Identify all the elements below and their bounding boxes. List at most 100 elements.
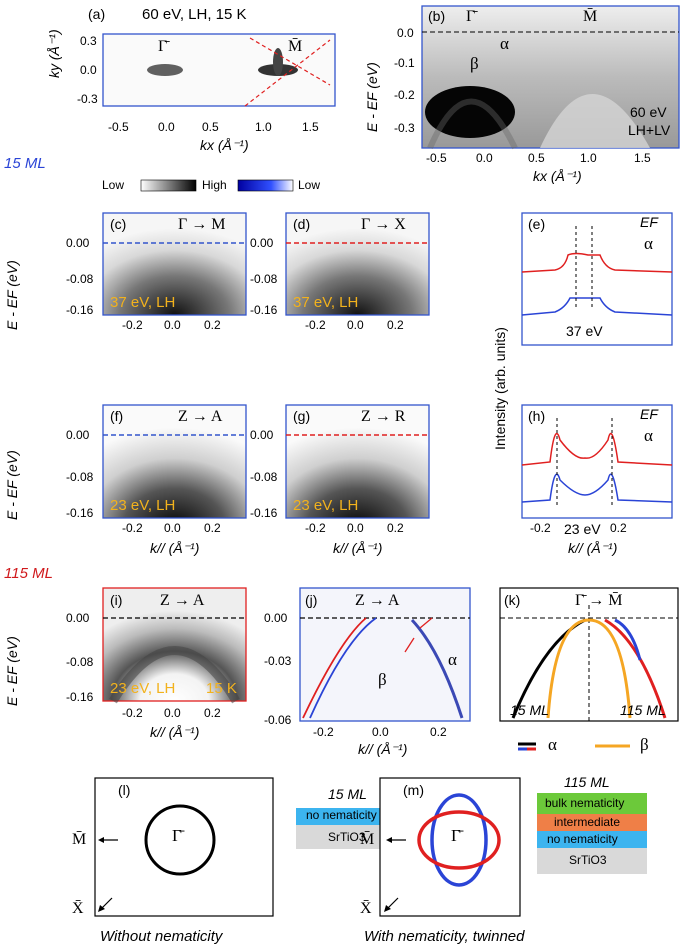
panel-l-layer-1: no nematicity (306, 808, 377, 822)
i-xtick-1: -0.2 (122, 706, 143, 720)
panel-a-dash-2 (249, 37, 331, 86)
panel-a-ytick-1: 0.3 (80, 34, 97, 48)
panel-b-ytick-4: -0.3 (394, 121, 415, 135)
f-xlabel: k// (Å⁻¹) (150, 540, 200, 556)
panel-e-alpha: α (644, 234, 653, 253)
panel-b-beta-band (427, 98, 518, 150)
panel-a-title: 60 eV, LH, 15 K (142, 6, 247, 23)
i-ytick-3: -0.16 (66, 690, 94, 704)
panel-b-alpha-label: α (500, 34, 509, 53)
panel-j-alpha-band (410, 618, 464, 719)
panel-d-info: 37 eV, LH (293, 294, 359, 311)
panel-l-arrowhead-x (98, 905, 105, 912)
panel-m-layer-no-nematicity (537, 831, 647, 848)
panel-f-path: Z → A (178, 408, 223, 425)
panel-m-layer-intermediate (537, 814, 647, 831)
panel-b-letter: (b) (428, 8, 446, 24)
legend-alpha-label: α (548, 735, 557, 754)
panel-m-layer-1: bulk nematicity (545, 796, 625, 810)
panel-f-info: 23 eV, LH (110, 497, 176, 514)
panel-a-ytick-2: 0.0 (80, 63, 97, 77)
d-ytick-1: 0.00 (250, 236, 274, 250)
panel-b-beta-pocket (425, 86, 515, 138)
panel-a-xtick-5: 1.5 (302, 120, 319, 134)
panel-l-letter: (l) (118, 782, 131, 798)
panel-h-letter: (h) (528, 408, 546, 424)
panel-j-letter: (j) (305, 592, 318, 608)
panel-a-xtick-2: 0.0 (158, 120, 175, 134)
panel-j-arrow-2 (404, 637, 415, 653)
g-ytick-2: -0.08 (250, 470, 278, 484)
i-ytick-2: -0.08 (66, 655, 94, 669)
legend-beta-label: β (640, 735, 649, 754)
panel-a-m-spot-v (273, 48, 283, 76)
f-xtick-2: 0.0 (164, 521, 181, 535)
panel-m-layer-title: 115 ML (564, 774, 610, 790)
panel-l-layer-title: 15 ML (328, 786, 367, 802)
panel-m-layer-3: no nematicity (547, 832, 618, 846)
panel-m-layer-bulk (537, 793, 647, 814)
panel-h-frame (521, 404, 673, 519)
panel-c-info: 37 eV, LH (110, 294, 176, 311)
panel-l-layer-2: SrTiO3 (328, 830, 366, 844)
i-xtick-3: 0.2 (204, 706, 221, 720)
j-ytick-3: -0.06 (264, 713, 292, 727)
panel-a-gamma-label: Γ̄ (158, 38, 168, 55)
panel-a-xtick-4: 1.0 (255, 120, 272, 134)
h-xlabel: k// (Å⁻¹) (568, 540, 618, 556)
panel-f-frame (102, 404, 247, 519)
panel-j-beta: β (378, 670, 387, 689)
panel-a-xlabel: kx (Å⁻¹) (200, 137, 249, 153)
f-xtick-1: -0.2 (122, 521, 143, 535)
colorbar-gray (140, 179, 197, 192)
panel-e-energy: 37 eV (566, 323, 603, 339)
d-xtick-2: 0.0 (347, 318, 364, 332)
panel-l-frame (94, 777, 274, 917)
panel-b-m-label: M̄ (583, 8, 598, 25)
panel-c-letter: (c) (110, 216, 127, 232)
panel-g-letter: (g) (293, 408, 311, 424)
h-xtick-1: -0.2 (530, 521, 551, 535)
panel-e-curve-red (521, 252, 673, 273)
panel-k-blue-curve (614, 618, 642, 661)
panel-a-ylabel: ky (Å⁻¹) (46, 29, 62, 78)
panel-b-beta-label: β (470, 54, 479, 73)
panel-a-letter: (a) (88, 6, 106, 22)
panel-b-ytick-2: -0.1 (394, 56, 415, 70)
panel-k-left: 15 ML (510, 702, 549, 718)
panel-b-xtick-3: 0.5 (528, 151, 545, 165)
c-ylabel: E - EF (eV) (4, 260, 20, 330)
j-xtick-1: -0.2 (313, 725, 334, 739)
i-ytick-1: 0.00 (66, 611, 90, 625)
c-xtick-2: 0.0 (164, 318, 181, 332)
i-xlabel: k// (Å⁻¹) (150, 724, 200, 740)
panel-j-alpha: α (448, 650, 457, 669)
panel-c-frame (102, 212, 247, 316)
d-ytick-3: -0.16 (250, 303, 278, 317)
colorbar-low-1: Low (102, 178, 125, 192)
panel-m-caption: With nematicity, twinned (364, 928, 525, 945)
f-xtick-3: 0.2 (204, 521, 221, 535)
panel-h-ef: EF (640, 406, 658, 422)
panel-l-layer-no-nematicity (296, 808, 406, 825)
g-xlabel: k// (Å⁻¹) (333, 540, 383, 556)
panel-m-layer-srtio3 (537, 848, 647, 874)
panel-m-x: X̄ (360, 900, 372, 917)
panel-d-frame (285, 212, 430, 316)
section-15ml-label: 15 ML (4, 155, 46, 172)
panel-b-xlabel: kx (Å⁻¹) (533, 168, 582, 184)
panel-j-red-curve (302, 617, 367, 719)
c-ytick-2: -0.08 (66, 272, 94, 286)
panel-b-energy: 60 eV (630, 104, 667, 120)
i-ylabel: E - EF (eV) (4, 636, 20, 706)
c-xtick-3: 0.2 (204, 318, 221, 332)
colorbar-low-2: Low (298, 178, 321, 192)
j-ytick-1: 0.00 (264, 611, 288, 625)
panel-b-gamma-label: Γ̄ (466, 8, 476, 25)
i-xtick-2: 0.0 (164, 706, 181, 720)
panel-k-path: Γ̄ → M̄ (575, 592, 623, 609)
g-xtick-3: 0.2 (387, 521, 404, 535)
panel-b-pol: LH+LV (628, 122, 671, 138)
panel-a-gamma-spot (147, 64, 183, 76)
